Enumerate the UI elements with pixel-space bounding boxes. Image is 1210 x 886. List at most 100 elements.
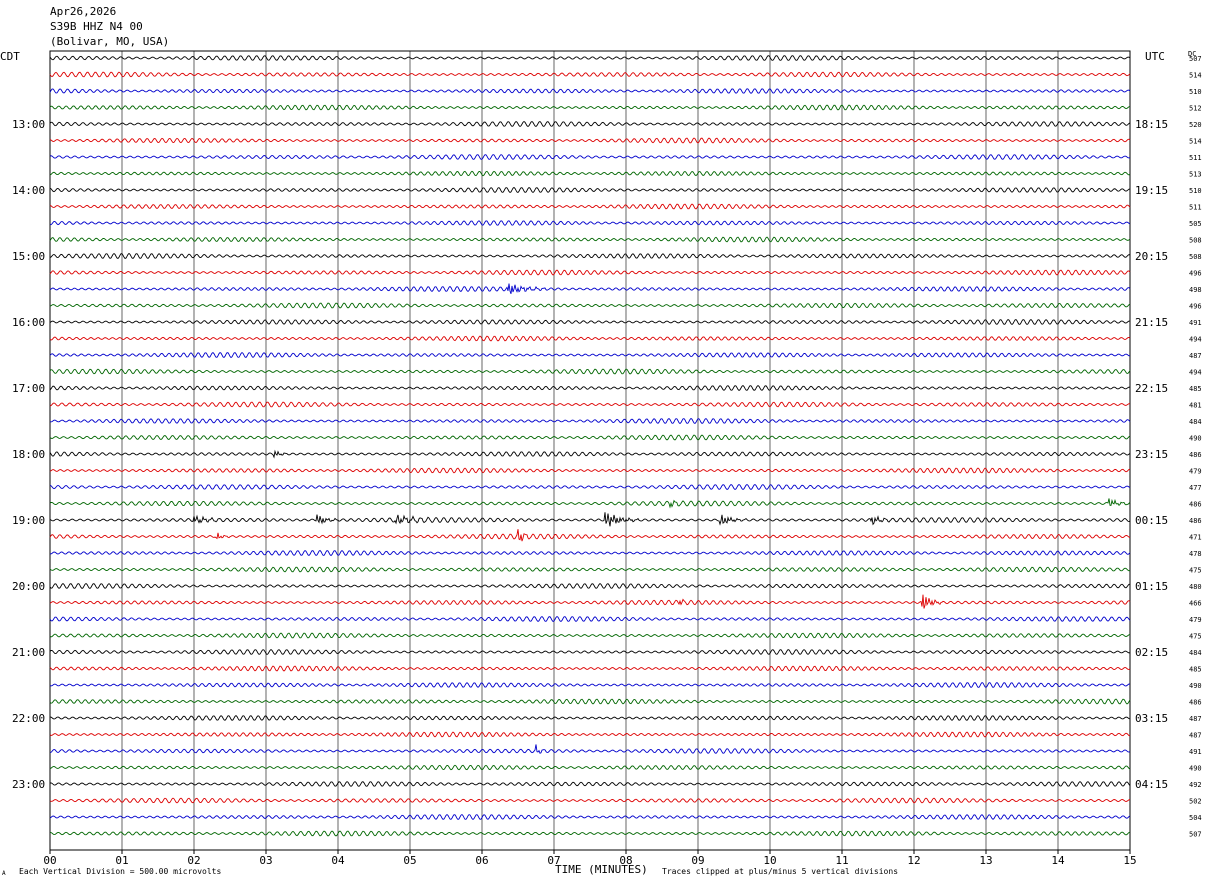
dc-offset-14: 498	[1189, 286, 1202, 294]
dc-offset-32: 480	[1189, 583, 1202, 591]
trace-line-42	[49, 744, 1131, 754]
trace-line-6	[49, 154, 1131, 160]
trace-line-18	[49, 351, 1131, 359]
dc-offset-8: 510	[1189, 187, 1202, 195]
trace-line-2	[49, 88, 1131, 94]
trace-line-3	[49, 104, 1131, 111]
cdt-hour-label: 15:00	[12, 250, 45, 263]
trace-line-13	[49, 269, 1131, 276]
trace-line-17	[49, 335, 1131, 342]
cdt-hour-label: 21:00	[12, 646, 45, 659]
x-tick-label-01: 01	[115, 854, 128, 867]
utc-hour-label: 01:15	[1135, 580, 1168, 593]
dc-offset-40: 487	[1189, 715, 1202, 723]
dc-label: DC	[1188, 50, 1197, 58]
dc-offset-13: 496	[1189, 270, 1202, 278]
trace-line-41	[49, 731, 1131, 738]
trace-line-27	[49, 498, 1131, 509]
dc-offset-29: 471	[1189, 534, 1202, 542]
trace-line-14	[49, 283, 1131, 295]
utc-hour-label: 19:15	[1135, 184, 1168, 197]
dc-offset-34: 479	[1189, 616, 1202, 624]
trace-line-21	[49, 401, 1131, 408]
utc-hour-label: 22:15	[1135, 382, 1168, 395]
x-tick-label-08: 08	[619, 854, 632, 867]
dc-offset-43: 490	[1189, 765, 1202, 773]
dc-offset-25: 479	[1189, 468, 1202, 476]
cdt-hour-label: 18:00	[12, 448, 45, 461]
dc-offset-6: 511	[1189, 154, 1202, 162]
trace-line-23	[49, 434, 1131, 441]
dc-offset-31: 475	[1189, 567, 1202, 575]
trace-line-34	[49, 615, 1131, 623]
cdt-hour-label: 20:00	[12, 580, 45, 593]
dc-offset-33: 466	[1189, 600, 1202, 608]
trace-line-45	[49, 797, 1131, 804]
x-tick-label-11: 11	[835, 854, 848, 867]
trace-line-32	[49, 582, 1131, 589]
trace-line-47	[49, 830, 1131, 837]
utc-hour-label: 23:15	[1135, 448, 1168, 461]
right-timezone-label: UTC	[1145, 50, 1165, 63]
dc-offset-15: 496	[1189, 303, 1202, 311]
trace-line-25	[49, 467, 1131, 474]
trace-line-30	[49, 549, 1131, 557]
trace-line-40	[49, 715, 1131, 721]
trace-line-9	[49, 203, 1131, 210]
cdt-hour-label: 19:00	[12, 514, 45, 527]
date-label: Apr26,2026	[50, 5, 117, 18]
x-tick-label-09: 09	[691, 854, 704, 867]
dc-offset-37: 485	[1189, 666, 1202, 674]
trace-line-19	[49, 368, 1131, 375]
x-tick-label-06: 06	[475, 854, 488, 867]
dc-offset-5: 514	[1189, 138, 1202, 146]
cdt-hour-label: 22:00	[12, 712, 45, 725]
dc-offset-11: 508	[1189, 237, 1202, 245]
dc-offset-19: 494	[1189, 369, 1202, 377]
cdt-hour-label: 14:00	[12, 184, 45, 197]
dc-offset-36: 484	[1189, 649, 1202, 657]
dc-offset-41: 487	[1189, 732, 1202, 740]
dc-offset-0: 507	[1189, 55, 1202, 63]
x-tick-label-14: 14	[1051, 854, 1065, 867]
x-tick-label-12: 12	[907, 854, 920, 867]
left-timezone-label: CDT	[0, 50, 20, 63]
trace-line-44	[49, 781, 1131, 787]
dc-offset-27: 486	[1189, 501, 1202, 509]
x-axis-title: TIME (MINUTES)	[555, 863, 648, 876]
trace-line-7	[49, 170, 1131, 177]
utc-hour-label: 04:15	[1135, 778, 1168, 791]
x-tick-label-07: 07	[547, 854, 560, 867]
x-tick-label-00: 00	[43, 854, 56, 867]
dc-offset-21: 481	[1189, 402, 1202, 410]
dc-offset-45: 502	[1189, 798, 1202, 806]
dc-offset-7: 513	[1189, 171, 1202, 179]
dc-offset-47: 507	[1189, 831, 1202, 839]
trace-line-4	[49, 120, 1131, 128]
location-label: (Bolivar, MO, USA)	[50, 35, 170, 48]
dc-offset-28: 486	[1189, 517, 1202, 525]
trace-line-1	[49, 71, 1131, 78]
corner-mark: A	[2, 870, 6, 877]
x-tick-label-04: 04	[331, 854, 345, 867]
trace-line-10	[49, 220, 1131, 226]
dc-offset-16: 491	[1189, 319, 1202, 327]
trace-line-33	[49, 594, 1131, 609]
utc-hour-label: 18:15	[1135, 118, 1168, 131]
dc-offset-26: 477	[1189, 484, 1202, 492]
dc-offset-9: 511	[1189, 204, 1202, 212]
trace-line-5	[49, 137, 1131, 144]
dc-offset-1: 514	[1189, 72, 1202, 80]
cdt-hour-label: 16:00	[12, 316, 45, 329]
dc-offset-39: 486	[1189, 699, 1202, 707]
trace-line-0	[49, 55, 1131, 61]
x-tick-label-10: 10	[763, 854, 776, 867]
x-tick-label-13: 13	[979, 854, 992, 867]
scale-note: Each Vertical Division = 500.00 microvol…	[19, 867, 222, 876]
dc-offset-10: 505	[1189, 220, 1202, 228]
utc-hour-label: 00:15	[1135, 514, 1168, 527]
dc-offset-44: 492	[1189, 781, 1202, 789]
trace-line-12	[49, 252, 1131, 260]
cdt-hour-label: 17:00	[12, 382, 45, 395]
